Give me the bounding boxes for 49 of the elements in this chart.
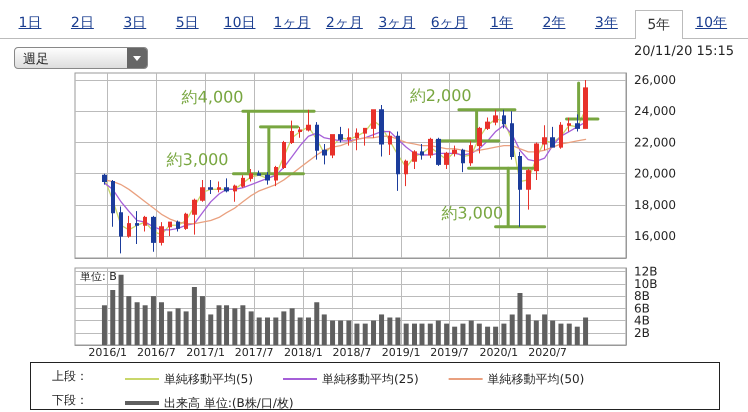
annotation: 約2,000	[410, 86, 472, 106]
y-axis-title: 単位: B	[80, 270, 117, 283]
annotation: 約3,000	[166, 150, 228, 170]
x-tick-label: 2017/7	[234, 346, 274, 359]
text: 3日	[122, 14, 148, 33]
y-tick-label: 4B	[634, 314, 650, 328]
x-tick-label: 2018/7	[332, 346, 372, 359]
y-tick-label: 26,000	[634, 73, 676, 88]
legend-label: 単純移動平均(25)	[322, 372, 419, 386]
text: 5日	[174, 14, 200, 33]
text: 20/11/20 15:15	[634, 44, 734, 59]
text: 2日	[70, 14, 95, 33]
y-tick-label: 16,000	[634, 229, 676, 244]
text: 2ヶ月	[324, 14, 364, 33]
text: 3ヶ月	[377, 14, 416, 33]
annotation: 約4,000	[182, 88, 244, 107]
text: 6ヶ月	[430, 14, 469, 33]
text: 10年	[694, 14, 728, 33]
legend-label: 単純移動平均(50)	[488, 372, 584, 386]
text: 1ヶ月	[272, 14, 312, 33]
legend-title: 上段：	[52, 369, 88, 383]
legend-label: 単純移動平均(5)	[164, 372, 253, 386]
x-tick-label: 2020/1	[479, 346, 518, 359]
y-tick-label: 18,000	[634, 198, 676, 212]
text: 10日	[222, 14, 256, 33]
y-tick-label: 12B	[634, 264, 658, 279]
y-tick-label: 8B	[634, 289, 650, 304]
text: 5年	[634, 10, 683, 39]
text: 3年	[594, 14, 619, 33]
y-tick-label: 22,000	[634, 135, 676, 150]
x-tick-label: 2016/1	[88, 346, 128, 359]
text: 1年	[489, 14, 514, 33]
text: 2年	[542, 14, 566, 33]
text: 週足	[23, 51, 49, 68]
x-tick-label: 2017/1	[186, 346, 226, 359]
y-tick-label: 6B	[634, 301, 650, 316]
y-tick-label: 10B	[634, 276, 658, 291]
x-tick-label: 2019/7	[430, 346, 469, 359]
annotation: 約3,000	[441, 203, 504, 222]
y-tick-label: 20,000	[634, 166, 676, 181]
legend-label: 出来高 単位:(B株/口/枚)	[164, 396, 294, 410]
x-tick-label: 2018/1	[284, 346, 323, 359]
legend-title: 下段：	[52, 393, 88, 407]
y-tick-label: 2B	[634, 326, 650, 340]
x-tick-label: 2020/7	[528, 346, 567, 359]
x-tick-label: 2019/1	[382, 346, 420, 359]
x-tick-label: 2016/7	[137, 346, 176, 359]
text: 1日	[18, 14, 42, 33]
y-tick-label: 24,000	[634, 104, 676, 118]
